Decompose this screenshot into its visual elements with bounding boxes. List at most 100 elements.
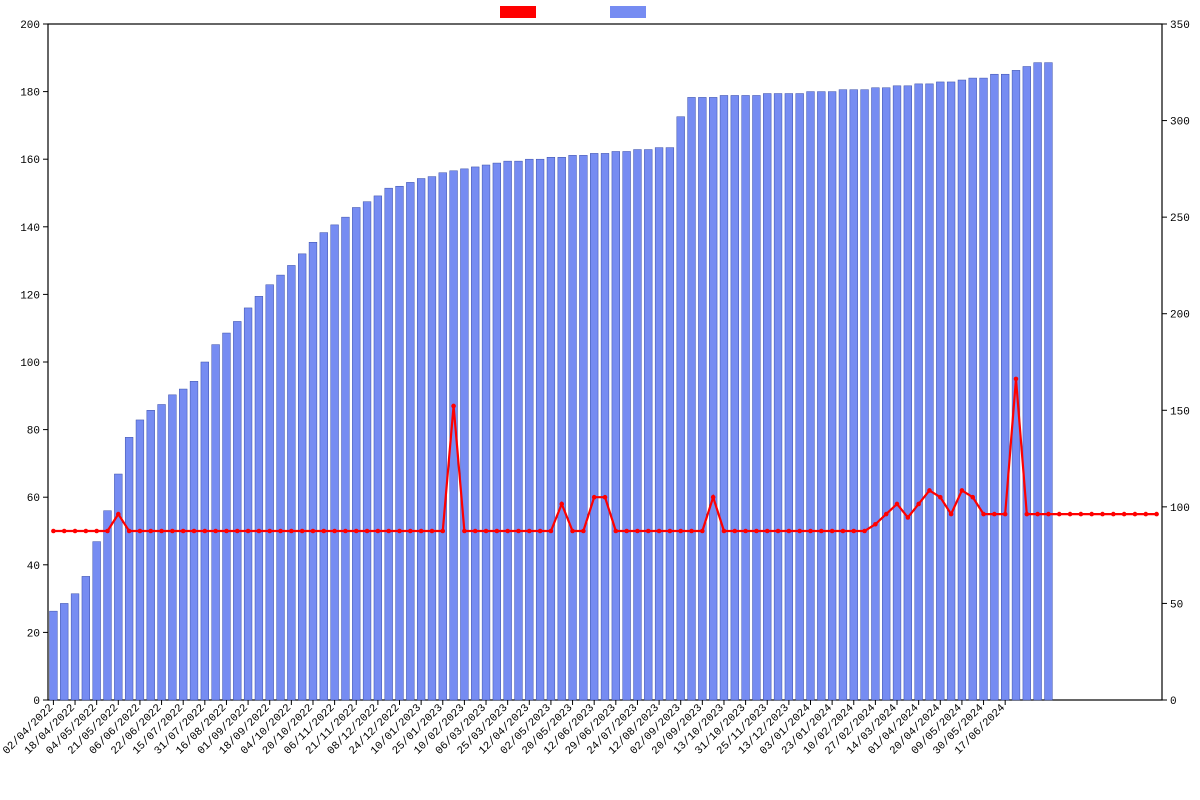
line-marker	[408, 529, 413, 534]
bar	[352, 207, 360, 700]
bar	[731, 95, 739, 700]
line-marker	[451, 404, 456, 409]
bar	[947, 82, 955, 700]
left-axis-tick-label: 200	[20, 20, 40, 32]
line-marker	[94, 529, 99, 534]
bar	[223, 333, 231, 700]
line-marker	[365, 529, 370, 534]
left-axis-tick-label: 20	[27, 628, 40, 640]
bar	[828, 92, 836, 700]
bar	[871, 88, 879, 700]
bar	[720, 95, 728, 700]
line-marker	[386, 529, 391, 534]
line-marker	[235, 529, 240, 534]
bar	[461, 169, 469, 700]
right-axis-tick-label: 300	[1170, 117, 1190, 129]
line-marker	[776, 529, 781, 534]
bar	[742, 95, 750, 700]
line-marker	[419, 529, 424, 534]
line-marker	[938, 495, 943, 500]
line-marker	[1068, 512, 1073, 517]
line-marker	[116, 512, 121, 517]
bar	[158, 404, 166, 700]
left-axis-tick-label: 40	[27, 561, 40, 573]
bar	[958, 80, 966, 700]
legend-swatch-line	[500, 6, 536, 18]
bar	[190, 381, 198, 700]
line-marker	[916, 502, 921, 507]
bar	[504, 161, 512, 700]
line-marker	[754, 529, 759, 534]
bar	[774, 94, 782, 700]
bar	[850, 90, 858, 700]
line-marker	[300, 529, 305, 534]
line-marker	[1079, 512, 1084, 517]
line-marker	[138, 529, 143, 534]
line-marker	[787, 529, 792, 534]
bar	[82, 576, 90, 700]
bar	[990, 74, 998, 700]
bar	[342, 217, 350, 700]
bar	[817, 92, 825, 700]
line-marker	[354, 529, 359, 534]
bar	[114, 474, 122, 700]
left-axis-tick-label: 60	[27, 493, 40, 505]
bar	[655, 148, 663, 700]
bar	[233, 321, 241, 700]
bar	[839, 90, 847, 700]
bar	[493, 163, 501, 700]
right-axis-tick-label: 350	[1170, 20, 1190, 32]
bar	[125, 437, 133, 700]
line-marker	[830, 529, 835, 534]
bar	[287, 265, 295, 700]
bar	[471, 167, 479, 700]
bar	[785, 94, 793, 700]
left-axis-tick-label: 140	[20, 223, 40, 235]
line-marker	[473, 529, 478, 534]
bar	[1034, 63, 1042, 700]
line-marker	[895, 502, 900, 507]
line-marker	[743, 529, 748, 534]
bar	[936, 82, 944, 700]
line-marker	[321, 529, 326, 534]
bar	[807, 92, 815, 700]
bar	[525, 159, 533, 700]
bar	[579, 155, 587, 700]
bar	[536, 159, 544, 700]
line-marker	[1046, 512, 1051, 517]
left-axis-tick-label: 80	[27, 426, 40, 438]
bar	[644, 150, 652, 700]
bar	[298, 254, 306, 700]
line-marker	[213, 529, 218, 534]
line-marker	[657, 529, 662, 534]
line-marker	[192, 529, 197, 534]
line-marker	[1133, 512, 1138, 517]
line-marker	[73, 529, 78, 534]
line-marker	[668, 529, 673, 534]
bar	[331, 225, 339, 700]
line-marker	[819, 529, 824, 534]
line-marker	[278, 529, 283, 534]
line-marker	[1025, 512, 1030, 517]
bar	[904, 86, 912, 700]
line-marker	[678, 529, 683, 534]
line-marker	[267, 529, 272, 534]
bar	[255, 296, 263, 700]
bar	[709, 97, 717, 700]
line-marker	[224, 529, 229, 534]
line-marker	[430, 529, 435, 534]
line-marker	[592, 495, 597, 500]
bar	[168, 395, 176, 700]
bar	[406, 182, 414, 700]
line-marker	[376, 529, 381, 534]
line-marker	[181, 529, 186, 534]
bar	[71, 594, 79, 700]
bar	[796, 94, 804, 700]
line-marker	[927, 488, 932, 493]
line-marker	[570, 529, 575, 534]
line-marker	[797, 529, 802, 534]
line-marker	[148, 529, 153, 534]
line-marker	[1154, 512, 1159, 517]
line-marker	[603, 495, 608, 500]
bar	[926, 84, 934, 700]
